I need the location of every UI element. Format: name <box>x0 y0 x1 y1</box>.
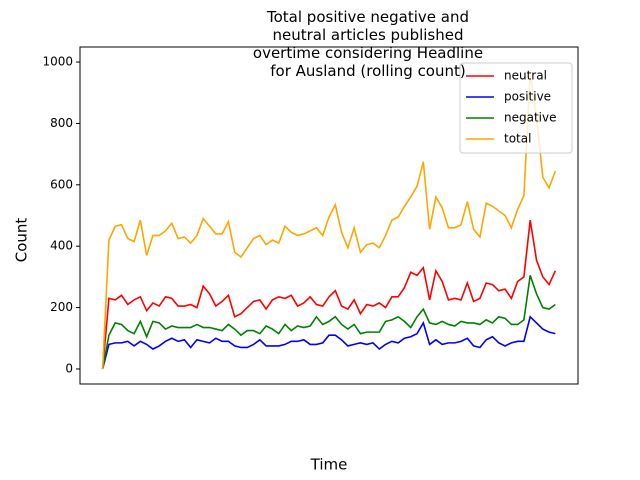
series-line <box>101 74 557 369</box>
x-axis-label: Time <box>310 456 348 474</box>
legend-label: neutral <box>504 69 547 83</box>
y-tick-label: 600 <box>50 177 73 191</box>
legend-box <box>459 62 573 154</box>
series-line <box>101 275 556 370</box>
y-tick-label: 400 <box>50 239 73 253</box>
legend-label: negative <box>504 111 556 125</box>
y-tick-label: 0 <box>65 361 73 375</box>
y-tick-label: 200 <box>50 300 73 314</box>
chart-title: Total positive negative and neutral arti… <box>252 8 484 80</box>
y-tick-label: 800 <box>50 116 73 130</box>
plot-frame <box>79 46 579 385</box>
y-axis-label: Count <box>13 218 31 263</box>
series-line <box>101 219 557 370</box>
series-line <box>101 315 556 370</box>
legend-label: total <box>504 132 531 146</box>
y-tick-label: 1000 <box>42 55 73 69</box>
legend-label: positive <box>504 90 551 104</box>
